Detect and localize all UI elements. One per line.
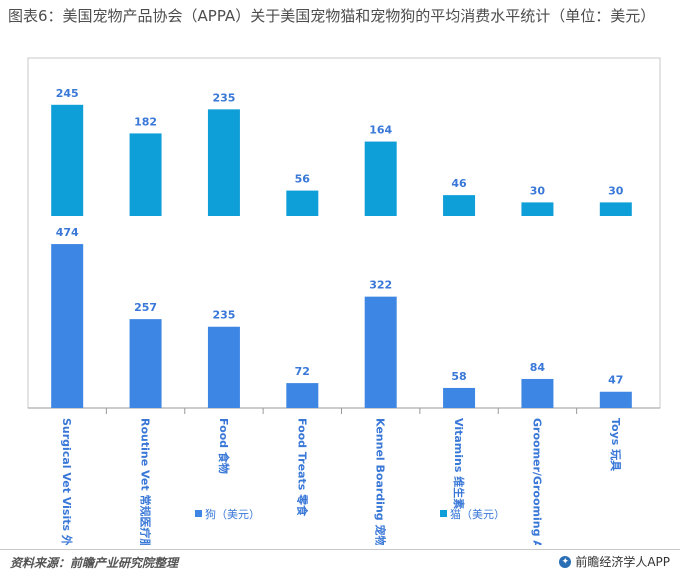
cat-bar xyxy=(51,104,84,216)
cat-bar xyxy=(521,202,554,216)
cat-value-label: 245 xyxy=(56,87,79,100)
cat-bar xyxy=(286,190,319,216)
x-tick-label: Toys 玩具 xyxy=(609,418,622,471)
legend-swatch-cat xyxy=(440,510,447,517)
x-tick-label: Groomer/Grooming Aids xyxy=(530,418,543,545)
cat-bar xyxy=(443,195,476,216)
x-tick-label: Surgical Vet Visits 外科医疗服务 xyxy=(60,418,74,545)
dog-bar xyxy=(286,383,319,408)
x-tick-label: Kennel Boarding 宠物寄宿 xyxy=(374,418,388,545)
x-tick-label: Routine Vet 常规医疗服务 xyxy=(139,418,153,545)
dog-value-label: 72 xyxy=(295,365,310,378)
brand-logo-icon: ✦ xyxy=(559,555,572,568)
dog-value-label: 58 xyxy=(451,370,466,383)
x-tick-label: Vitamins 维生素 xyxy=(452,418,466,509)
dog-bar xyxy=(521,378,554,408)
cat-bar xyxy=(364,141,397,216)
source-note: 资料来源：前瞻产业研究院整理 xyxy=(10,556,179,570)
dog-value-label: 257 xyxy=(134,301,157,314)
x-tick-label: Food Treats 零食 xyxy=(295,418,309,517)
footer-divider xyxy=(0,549,680,550)
cat-bar xyxy=(599,202,632,216)
dog-value-label: 322 xyxy=(369,279,392,292)
cat-bar xyxy=(129,133,162,216)
cat-value-label: 235 xyxy=(212,91,235,104)
cat-value-label: 46 xyxy=(451,177,467,190)
dog-value-label: 474 xyxy=(56,226,79,239)
dog-value-label: 84 xyxy=(530,361,546,374)
dog-bar xyxy=(599,391,632,408)
brand-name: 前瞻经济学人APP xyxy=(575,555,670,569)
dog-bar xyxy=(129,319,162,408)
dog-value-label: 47 xyxy=(608,374,623,387)
x-tick-label: Food 食物 xyxy=(217,418,231,474)
dog-bar xyxy=(207,326,240,408)
dog-bar xyxy=(364,296,397,408)
cat-value-label: 164 xyxy=(369,124,392,137)
legend-swatch-dog xyxy=(195,510,202,517)
dog-value-label: 235 xyxy=(212,309,235,322)
cat-value-label: 56 xyxy=(295,173,311,186)
cat-bar xyxy=(207,109,240,216)
chart-title: 图表6：美国宠物产品协会（APPA）关于美国宠物猫和宠物狗的平均消费水平统计（单… xyxy=(8,7,656,25)
cat-value-label: 30 xyxy=(530,184,546,197)
bar-chart: 245 474 Surgical Vet Visits 外科医疗服务 182 257 Ro… xyxy=(27,57,661,545)
dog-bar xyxy=(51,244,84,408)
legend-label-cat: 猫（美元） xyxy=(450,508,505,521)
legend-label-dog: 狗（美元） xyxy=(205,508,260,521)
plot-frame xyxy=(27,57,661,409)
dog-bar xyxy=(443,387,476,408)
brand: ✦ 前瞻经济学人APP xyxy=(559,553,670,570)
cat-value-label: 30 xyxy=(608,184,624,197)
cat-value-label: 182 xyxy=(134,115,157,128)
